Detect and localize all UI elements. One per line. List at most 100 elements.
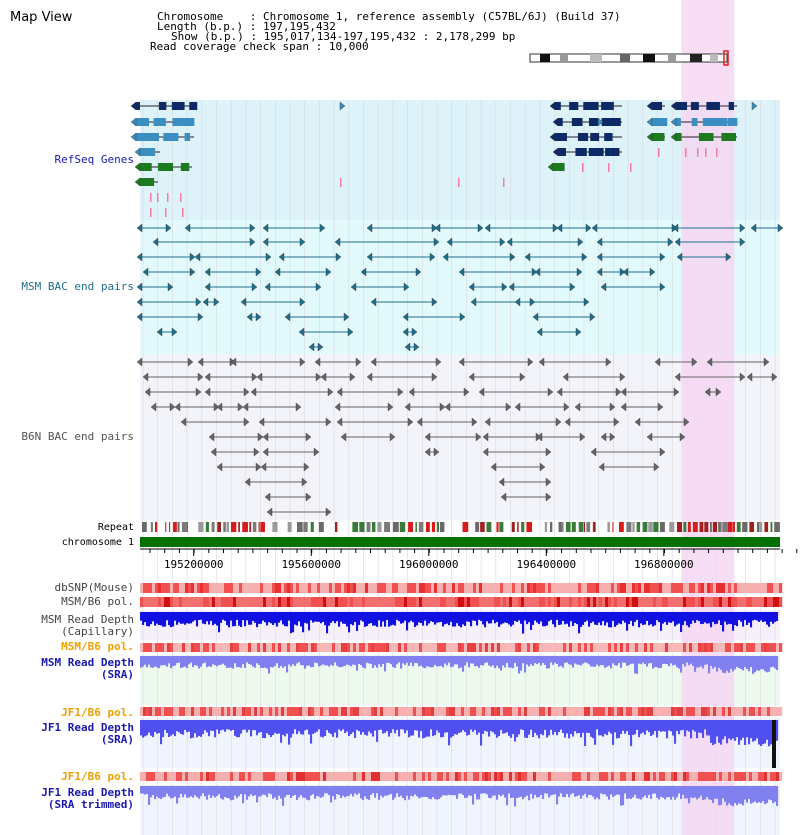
depth-bar <box>256 612 259 628</box>
heat-cell <box>758 583 762 593</box>
depth-bar <box>432 786 435 798</box>
heat-cell <box>602 707 606 716</box>
heat-cell <box>431 643 435 652</box>
heat-cell <box>626 772 630 781</box>
heat-cell <box>287 583 291 593</box>
depth-bar <box>450 656 453 668</box>
heat-cell <box>155 772 159 781</box>
depth-bar <box>362 720 365 732</box>
heat-cell <box>491 707 495 716</box>
heat-cell <box>575 583 579 593</box>
heat-cell <box>335 643 339 652</box>
depth-bar <box>444 612 447 625</box>
repeat-element <box>287 522 292 532</box>
gene-exon <box>146 133 159 141</box>
b6n-bac-end-pairs-track[interactable] <box>136 357 778 517</box>
msm-bac-pair-end <box>347 327 354 337</box>
depth-bar <box>242 720 245 730</box>
heat-cell <box>668 643 672 652</box>
msm-bac-pair-end <box>750 223 757 233</box>
heat-cell <box>779 707 783 716</box>
chromosome-bar[interactable] <box>140 537 780 547</box>
heat-cell <box>452 643 456 652</box>
depth-bar <box>510 612 513 627</box>
depth-bar <box>714 720 717 744</box>
depth-bar <box>214 656 217 666</box>
depth-bar <box>270 720 273 738</box>
repeat-element <box>217 522 222 532</box>
gene-exon <box>601 118 617 126</box>
depth-bar <box>164 720 167 730</box>
heat-cell <box>293 597 297 607</box>
b6n-bac-pair-end <box>613 417 620 427</box>
heat-cell <box>149 643 153 652</box>
depth-bar <box>342 720 345 730</box>
repeat-element <box>205 522 209 532</box>
depth-bar <box>520 720 523 730</box>
depth-bar <box>532 612 535 625</box>
chromosome-ideogram[interactable] <box>529 50 729 66</box>
heat-cell <box>533 772 537 781</box>
depth-bar <box>626 786 629 799</box>
b6n-bac-pair-end <box>706 357 713 367</box>
depth-bar <box>728 720 731 739</box>
heat-cell <box>290 597 294 607</box>
depth-bar <box>744 786 747 800</box>
depth-bar <box>304 612 307 623</box>
heat-cell <box>470 597 474 607</box>
heat-cell <box>425 772 429 781</box>
msm-bac-pair-end <box>431 297 438 307</box>
refseq-genes-track[interactable] <box>130 101 758 217</box>
heat-cell <box>692 583 696 593</box>
depth-bar <box>658 720 661 731</box>
depth-bar <box>604 656 607 668</box>
depth-bar <box>690 656 693 664</box>
repeat-element <box>642 522 648 532</box>
b6n-bac-pair-end <box>253 447 260 457</box>
depth-bar <box>448 612 451 626</box>
read-depth-tracks[interactable] <box>140 612 779 807</box>
repeat-track[interactable] <box>142 522 780 532</box>
depth-bar <box>652 612 655 627</box>
b6n-bac-pair-end <box>519 372 526 382</box>
heat-cell <box>290 772 294 781</box>
b6n-bac-pair-end <box>366 372 373 382</box>
heat-cell <box>347 772 351 781</box>
depth-bar <box>646 612 649 621</box>
heat-cell <box>755 643 759 652</box>
heat-cell <box>671 643 675 652</box>
heat-cell <box>395 583 399 593</box>
heat-cell <box>221 583 225 593</box>
depth-bar <box>188 786 191 798</box>
heat-cell <box>503 643 507 652</box>
msm-bac-pair-end <box>136 252 143 262</box>
depth-bar <box>324 786 327 794</box>
depth-bar <box>496 786 499 800</box>
depth-bar <box>710 656 713 666</box>
msm-bac-end-pairs-track[interactable] <box>136 223 784 352</box>
depth-bar <box>756 656 759 671</box>
heatmap-tracks[interactable] <box>140 583 783 781</box>
ideogram-band <box>540 54 550 62</box>
heat-cell <box>557 597 561 607</box>
depth-bar <box>306 612 309 624</box>
depth-bar <box>344 786 347 798</box>
depth-bar <box>764 612 767 622</box>
b6n-bac-pair-end <box>490 462 497 472</box>
heat-cell <box>233 772 237 781</box>
depth-bar <box>218 786 221 795</box>
heat-cell <box>260 597 264 607</box>
heat-cell <box>242 772 246 781</box>
heat-cell <box>365 583 369 593</box>
heat-cell <box>224 597 228 607</box>
depth-bar <box>698 786 701 798</box>
heat-cell <box>779 597 783 607</box>
heat-cell <box>665 772 669 781</box>
depth-bar <box>656 612 659 621</box>
depth-bar <box>442 612 445 627</box>
b6n-bac-pair-end <box>216 462 223 472</box>
depth-bar <box>752 720 755 742</box>
depth-bar <box>564 656 567 663</box>
depth-bar <box>602 720 605 737</box>
